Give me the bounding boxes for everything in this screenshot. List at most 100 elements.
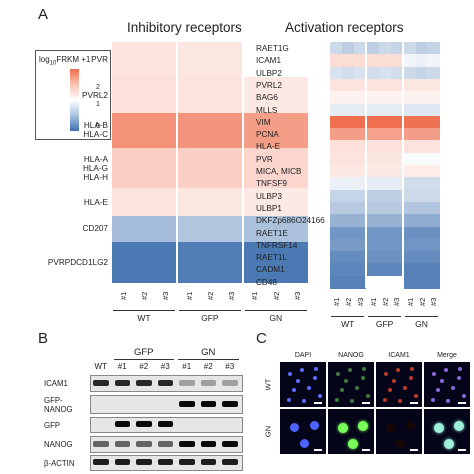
heatmap-cell (390, 263, 403, 277)
blot-band (222, 459, 238, 465)
replicate-tick: #3 (161, 291, 171, 300)
heatmap-cell (243, 112, 266, 149)
heatmap-cell (220, 112, 243, 149)
heatmap-cell (403, 140, 417, 154)
heatmap-cell (390, 115, 403, 129)
scale-bar (410, 402, 418, 404)
heatmap-cell (265, 148, 287, 189)
heatmap-cell (341, 78, 355, 92)
heatmap-cell (403, 42, 417, 55)
inhibitory-row-label: HLA-C (83, 130, 108, 140)
heatmap-cell (199, 112, 222, 149)
cell-dot (444, 368, 448, 372)
scale-bar (314, 402, 322, 404)
heatmap-cell (415, 263, 428, 277)
heatmap-cell (415, 103, 428, 117)
blot-band (222, 400, 238, 407)
heatmap-cell (286, 112, 309, 149)
blot-band (179, 459, 195, 465)
heatmap-cell (390, 42, 403, 55)
activation-row-label: DKFZp686O24166 (256, 216, 325, 226)
replicate-tick: #2 (343, 297, 353, 306)
heatmap-cell (415, 275, 428, 289)
heatmap-cell (378, 78, 392, 92)
heatmap-cell (133, 188, 156, 217)
heatmap-cell (330, 177, 343, 191)
heatmap-cell (427, 54, 440, 68)
heatmap-cell (330, 226, 343, 240)
heatmap-cell (133, 77, 156, 114)
panel-c-letter: C (256, 330, 267, 347)
heatmap-cell (427, 263, 440, 277)
heatmap-cell (415, 177, 428, 191)
heatmap-cell (427, 238, 440, 252)
heatmap-cell (220, 188, 243, 217)
heatmap-cell (330, 115, 343, 129)
group-bracket (331, 316, 365, 317)
cell-dot (307, 386, 311, 390)
heatmap-cell (220, 42, 243, 78)
replicate-tick: #1 (250, 291, 260, 300)
activation-row-label: RAET1L (256, 253, 287, 263)
heatmap-cell (378, 152, 392, 166)
cell-dot (454, 421, 464, 431)
heatmap-cell (366, 128, 380, 141)
heatmap-cell (133, 42, 156, 78)
activation-row-label: ICAM1 (256, 56, 282, 66)
heatmap-cell (199, 77, 222, 114)
heatmap-cell (378, 54, 392, 68)
cell-dot (302, 399, 306, 403)
activation-row-label: PVRL2 (256, 80, 282, 90)
heatmap-cell (330, 152, 343, 166)
blot-band (200, 459, 216, 465)
heatmap-cell (403, 201, 417, 215)
heatmap-cell (112, 112, 134, 149)
blot-band (136, 379, 152, 386)
heatmap-cell (353, 42, 366, 55)
heatmap-cell (341, 103, 355, 117)
microscopy-row-label: WT (263, 378, 273, 390)
heatmap-cell (353, 238, 366, 252)
blot-column-label: #2 (203, 362, 213, 371)
microscopy-column-label: DAPI (294, 352, 312, 359)
replicate-tick: #3 (227, 291, 237, 300)
heatmap-cell (378, 226, 392, 240)
cell-dot (383, 398, 387, 402)
heatmap-cell (353, 189, 366, 203)
heatmap-cell (353, 78, 366, 92)
heatmap-cell (286, 188, 309, 217)
heatmap-cell (265, 77, 287, 114)
heatmap-cell (330, 140, 343, 154)
heatmap-cell (177, 242, 200, 283)
heatmap-cell (220, 148, 243, 189)
heatmap-cell (353, 226, 366, 240)
blot-band (136, 421, 152, 427)
blot-row-label: NANOG (44, 404, 73, 414)
heatmap-cell (112, 148, 134, 189)
microscopy-row-label: GN (263, 425, 273, 437)
heatmap-cell (330, 263, 343, 277)
heatmap-cell (265, 242, 287, 283)
heatmap-cell (177, 42, 200, 78)
heatmap-cell (330, 91, 343, 105)
heatmap-cell (427, 165, 440, 178)
replicate-tick: #2 (380, 297, 390, 306)
microscopy-panel (376, 362, 422, 407)
heatmap-cell (415, 165, 428, 178)
blot-row-label: ICAM1 (44, 379, 68, 388)
heatmap-cell (366, 78, 380, 92)
heatmap-cell (390, 66, 403, 80)
heatmap-cell (427, 91, 440, 105)
cell-dot (350, 399, 354, 403)
heatmap-cell (265, 112, 287, 149)
heatmap-cell (366, 275, 380, 289)
heatmap-cell (353, 201, 366, 215)
microscopy-panel (280, 362, 326, 407)
activation-row-label: ULBP2 (256, 68, 282, 78)
group-label: WT (341, 319, 355, 329)
inhibitory-row-label: PVRL2 (82, 90, 108, 100)
group-separator (365, 42, 367, 288)
heatmap-cell (341, 91, 355, 105)
heatmap-cell (353, 128, 366, 141)
cell-dot (358, 421, 368, 431)
